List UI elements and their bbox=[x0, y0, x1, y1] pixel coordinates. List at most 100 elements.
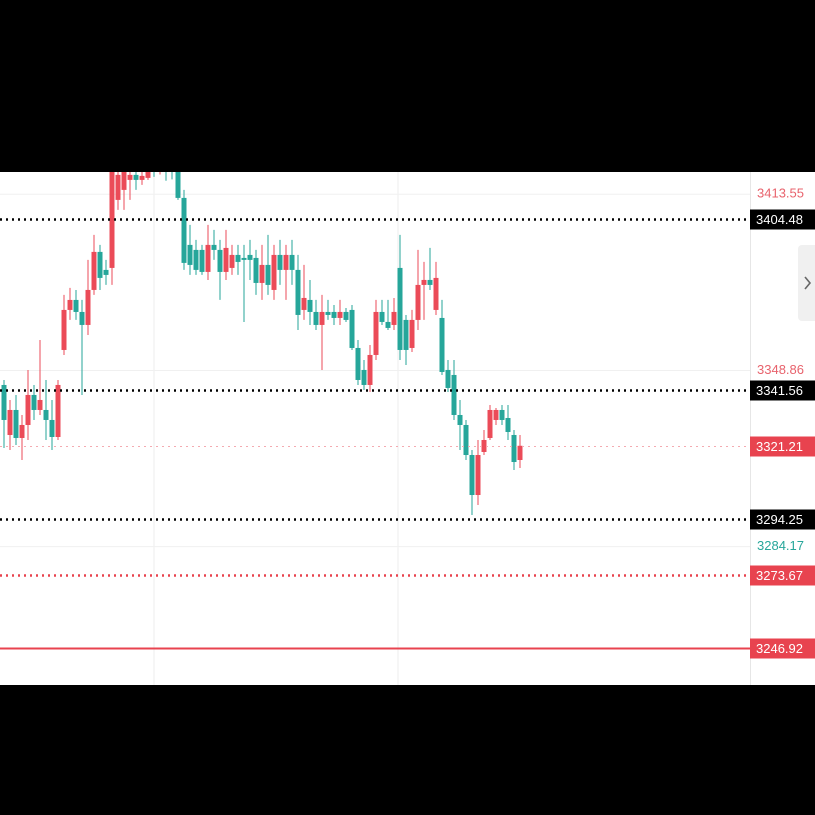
candle-body bbox=[343, 311, 349, 320]
candle-body bbox=[193, 249, 199, 270]
button-bg[interactable] bbox=[798, 245, 815, 321]
candle-body bbox=[427, 279, 433, 285]
candle-body bbox=[349, 309, 355, 348]
candle-body bbox=[31, 394, 37, 410]
candle-body bbox=[43, 409, 49, 420]
price-label: 3321.21 bbox=[756, 439, 803, 454]
candle-body bbox=[223, 247, 229, 272]
candle-body bbox=[217, 249, 223, 272]
price-label: 3294.25 bbox=[756, 512, 803, 527]
candle-body bbox=[445, 369, 451, 388]
candle-body bbox=[109, 172, 115, 268]
candle-body bbox=[385, 321, 391, 328]
candle-body bbox=[319, 311, 325, 325]
y-tick-label: 3284.17 bbox=[757, 538, 804, 553]
candle-body bbox=[289, 254, 295, 270]
candle-body bbox=[511, 434, 517, 463]
candle-body bbox=[187, 244, 193, 265]
price-label-bg bbox=[750, 638, 815, 659]
candle-body bbox=[247, 254, 253, 260]
candle-body bbox=[91, 251, 97, 290]
candle-body bbox=[19, 424, 25, 438]
candle-body bbox=[277, 254, 283, 270]
candle-body bbox=[409, 319, 415, 348]
candle-body bbox=[433, 277, 439, 310]
candle-body bbox=[475, 455, 481, 496]
candle-body bbox=[391, 311, 397, 325]
candle-body bbox=[313, 311, 319, 325]
candle-body bbox=[355, 347, 361, 380]
candle-body bbox=[79, 311, 85, 325]
candle-body bbox=[175, 172, 181, 198]
price-label: 3404.48 bbox=[756, 212, 803, 227]
candle-body bbox=[145, 172, 151, 178]
price-label: 3273.67 bbox=[756, 568, 803, 583]
candle-body bbox=[295, 269, 301, 315]
candle-body bbox=[379, 311, 385, 322]
candle-body bbox=[7, 409, 13, 435]
candle-body bbox=[421, 279, 427, 285]
candle-body bbox=[229, 254, 235, 268]
grid: 3413.55 3348.86 3284.17 bbox=[0, 186, 804, 553]
price-label-bg bbox=[750, 565, 815, 586]
candle-body bbox=[259, 264, 265, 283]
candle-body bbox=[211, 244, 217, 250]
candle-body bbox=[337, 311, 343, 318]
candle-body bbox=[283, 254, 289, 270]
candle-body bbox=[457, 414, 463, 425]
candle-body bbox=[61, 309, 67, 350]
candle-body bbox=[271, 254, 277, 290]
collapse-button[interactable] bbox=[798, 245, 815, 321]
candle-body bbox=[205, 244, 211, 272]
candle-body bbox=[139, 175, 145, 180]
price-label-bg bbox=[750, 436, 815, 457]
candle-body bbox=[67, 299, 73, 310]
candle-body bbox=[85, 289, 91, 325]
candle-body bbox=[505, 417, 511, 432]
candle-body bbox=[1, 384, 7, 420]
candle-body bbox=[97, 251, 103, 278]
candle-body bbox=[73, 299, 79, 312]
price-label-bg bbox=[750, 209, 815, 230]
candle-body bbox=[499, 409, 505, 420]
candle-body bbox=[373, 311, 379, 355]
candle-body bbox=[439, 317, 445, 372]
candle-body bbox=[127, 174, 133, 180]
candle-body bbox=[133, 174, 139, 180]
candle-body bbox=[463, 424, 469, 456]
candle-body bbox=[397, 267, 403, 350]
candles bbox=[1, 172, 523, 516]
candle-body bbox=[415, 284, 421, 320]
candle-body bbox=[451, 374, 457, 415]
candle-body bbox=[103, 269, 109, 275]
candle-body bbox=[325, 311, 331, 315]
candle-body bbox=[37, 399, 43, 410]
candle-body bbox=[403, 319, 409, 350]
candle-body bbox=[13, 409, 19, 438]
candle-body bbox=[235, 254, 241, 262]
candle-body bbox=[307, 299, 313, 312]
candle-body bbox=[487, 409, 493, 438]
price-label-bg bbox=[750, 380, 815, 401]
candle-body bbox=[469, 455, 475, 496]
chevron-icon[interactable] bbox=[804, 276, 812, 290]
candle-body bbox=[253, 257, 259, 283]
candle-body bbox=[55, 384, 61, 438]
y-tick-label: 3348.86 bbox=[757, 362, 804, 377]
candle-body bbox=[181, 197, 187, 263]
y-tick-label: 3413.55 bbox=[757, 186, 804, 201]
candle-body bbox=[25, 394, 31, 425]
price-lines: 3404.48 3341.56 3321.21 3294.25 3273.67 3246.… bbox=[0, 209, 815, 659]
price-label: 3246.92 bbox=[756, 641, 803, 656]
candle-body bbox=[517, 445, 523, 460]
candle-body bbox=[493, 409, 499, 420]
price-label-bg bbox=[750, 509, 815, 530]
candle-body bbox=[115, 174, 121, 200]
candle-body bbox=[199, 249, 205, 272]
candle-body bbox=[361, 369, 367, 385]
candle-body bbox=[331, 311, 337, 318]
candle-body bbox=[481, 439, 487, 452]
plot-area bbox=[0, 172, 815, 685]
candle-body bbox=[49, 419, 55, 438]
